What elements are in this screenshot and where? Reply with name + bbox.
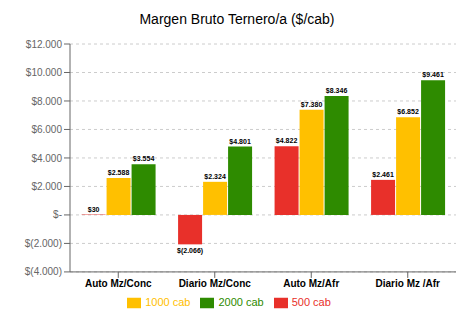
svg-text:$30: $30	[88, 206, 100, 214]
svg-text:$4.000: $4.000	[31, 153, 62, 164]
svg-text:$(2.000): $(2.000)	[25, 238, 62, 249]
svg-text:$4.822: $4.822	[276, 137, 298, 145]
svg-text:$10.000: $10.000	[26, 67, 63, 78]
svg-text:$2.588: $2.588	[108, 169, 130, 177]
svg-text:$6.852: $6.852	[397, 108, 419, 116]
svg-text:$2.324: $2.324	[204, 173, 226, 181]
html-text:1000 cab: 1000 cab	[145, 295, 191, 308]
svg-text:Diario Mz /Afr: Diario Mz /Afr	[376, 278, 441, 289]
svg-text:$(2.066): $(2.066)	[177, 247, 203, 255]
html-text:500 cab: 500 cab	[291, 295, 331, 308]
svg-text:$3.554: $3.554	[133, 155, 155, 163]
svg-text:$8.346: $8.346	[326, 87, 348, 95]
svg-text:$(4.000): $(4.000)	[25, 266, 62, 277]
svg-text:Auto Mz/Afr: Auto Mz/Afr	[283, 278, 339, 289]
svg-text:$4.801: $4.801	[229, 138, 251, 146]
svg-text:$-: $-	[53, 209, 62, 220]
svg-text:$8.000: $8.000	[31, 96, 62, 107]
html-text:2000 cab: 2000 cab	[218, 295, 264, 308]
svg-text:Auto Mz/Conc: Auto Mz/Conc	[85, 278, 152, 289]
svg-text:$7.380: $7.380	[301, 101, 323, 109]
svg-text:$2.461: $2.461	[372, 171, 394, 179]
svg-text:$9.461: $9.461	[422, 71, 444, 79]
svg-text:$2.000: $2.000	[31, 181, 62, 192]
svg-text:$12.000: $12.000	[26, 39, 63, 50]
svg-text:Diario Mz/Conc: Diario Mz/Conc	[179, 278, 252, 289]
svg-text:$6.000: $6.000	[31, 124, 62, 135]
html-text:Margen Bruto Ternero/a ($/cab): Margen Bruto Ternero/a ($/cab)	[139, 11, 335, 27]
